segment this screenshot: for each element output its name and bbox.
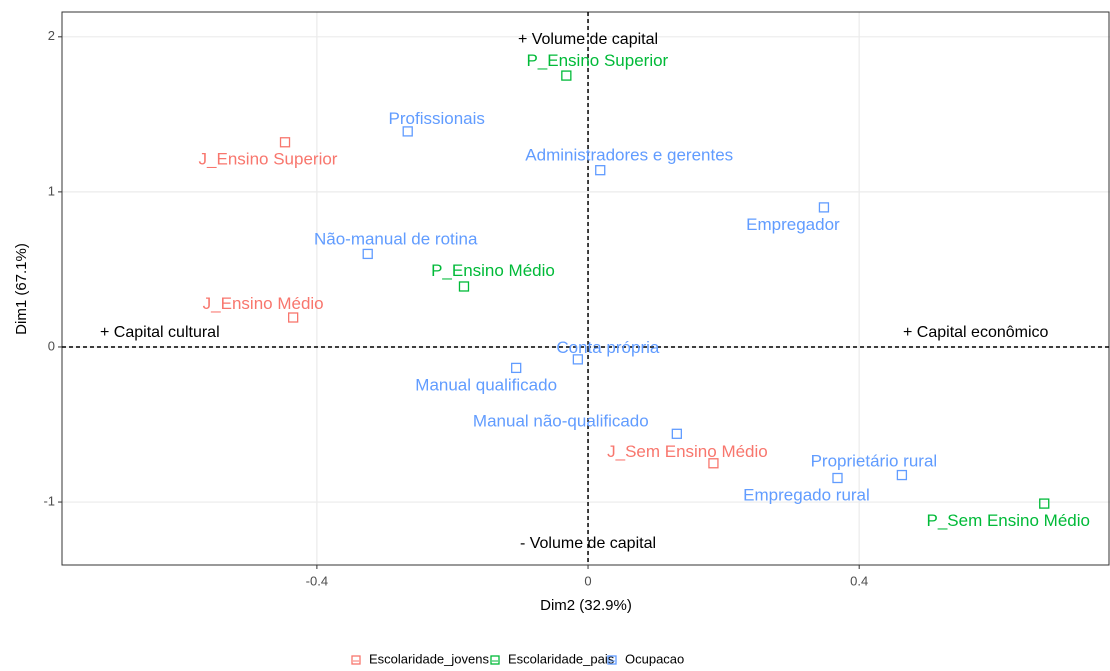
point-label: P_Ensino Superior [526, 51, 668, 70]
point-label: Proprietário rural [811, 452, 938, 471]
annotation: + Volume de capital [518, 31, 658, 48]
legend-key [490, 655, 500, 665]
legend-label: Ocupacao [625, 651, 684, 666]
point-label: Empregado rural [743, 485, 870, 504]
point-label: Empregador [746, 215, 840, 234]
point [511, 362, 522, 374]
x-tick-label: 0 [584, 573, 591, 588]
point-label: Conta própria [556, 338, 660, 357]
point-label: Manual não-qualificado [473, 411, 649, 430]
legend-key [351, 655, 361, 665]
point-label: P_Ensino Médio [431, 261, 555, 280]
legend-key [607, 655, 617, 665]
point [458, 281, 470, 292]
y-tick-label: 0 [48, 338, 55, 353]
point [1039, 498, 1050, 509]
point-label: Não-manual de rotina [314, 229, 478, 248]
legend-label: Escolaridade_jovens [369, 651, 489, 666]
x-tick-label: -0.4 [306, 573, 328, 588]
point [832, 472, 843, 484]
y-tick-label: -1 [43, 493, 55, 508]
x-tick-label: 0.4 [850, 573, 868, 588]
annotation: - Volume de capital [520, 535, 656, 552]
point-label: J_Sem Ensino Médio [607, 442, 768, 461]
x-axis-label: Dim2 (32.9%) [540, 597, 632, 614]
y-tick-label: 2 [48, 28, 55, 43]
y-tick-label: 1 [48, 183, 55, 198]
annotation: + Capital cultural [100, 324, 220, 341]
point-label: Administradores e gerentes [525, 146, 733, 165]
annotation: + Capital econômico [903, 324, 1049, 341]
point-label: J_Ensino Médio [203, 294, 324, 313]
legend-label: Escolaridade_pais [508, 651, 615, 666]
y-axis-label: Dim1 (67.1%) [13, 243, 30, 335]
point [671, 428, 682, 439]
point [561, 70, 572, 81]
point-label: Profissionais [389, 109, 485, 128]
point [818, 202, 830, 213]
point-label: Manual qualificado [415, 375, 557, 394]
point [362, 248, 373, 260]
point [708, 458, 719, 469]
point [595, 165, 606, 176]
point [288, 312, 299, 323]
point-label: P_Sem Ensino Médio [927, 511, 1090, 530]
point [896, 469, 908, 481]
point-label: J_Ensino Superior [199, 150, 338, 169]
point [279, 137, 291, 148]
point [402, 126, 413, 137]
point [572, 354, 584, 365]
plot-border [61, 11, 1110, 566]
